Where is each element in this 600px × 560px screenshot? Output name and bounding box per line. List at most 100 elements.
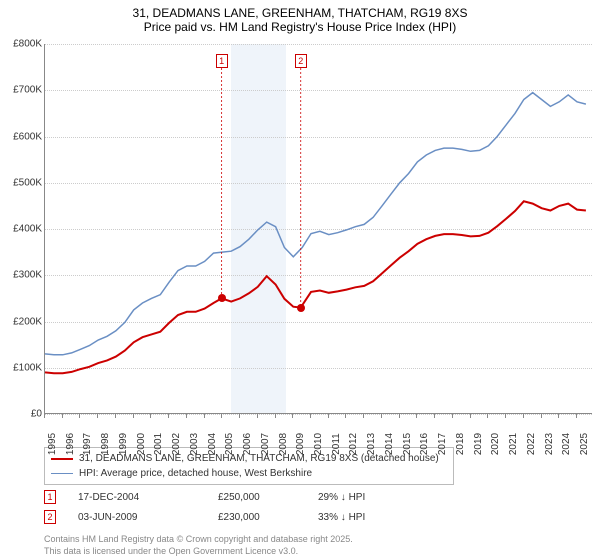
y-axis-label: £500K bbox=[0, 177, 42, 188]
x-axis-label: 2020 bbox=[490, 433, 501, 455]
x-tick bbox=[541, 414, 542, 418]
x-tick bbox=[399, 414, 400, 418]
x-axis-label: 1998 bbox=[100, 433, 111, 455]
x-axis-label: 2024 bbox=[561, 433, 572, 455]
x-tick bbox=[239, 414, 240, 418]
x-tick bbox=[115, 414, 116, 418]
sale-price: £230,000 bbox=[218, 512, 318, 523]
x-axis-label: 2007 bbox=[260, 433, 271, 455]
y-axis-label: £700K bbox=[0, 85, 42, 96]
title-line-1: 31, DEADMANS LANE, GREENHAM, THATCHAM, R… bbox=[0, 6, 600, 20]
sale-dot bbox=[297, 304, 305, 312]
x-axis-label: 2005 bbox=[224, 433, 235, 455]
chart-container: 31, DEADMANS LANE, GREENHAM, THATCHAM, R… bbox=[0, 0, 600, 560]
sale-price: £250,000 bbox=[218, 492, 318, 503]
x-tick bbox=[328, 414, 329, 418]
x-axis-label: 2025 bbox=[579, 433, 590, 455]
y-axis-label: £100K bbox=[0, 362, 42, 373]
plot-area: 12 bbox=[44, 44, 592, 414]
x-tick bbox=[168, 414, 169, 418]
x-axis-label: 2008 bbox=[278, 433, 289, 455]
sale-pct: 33% ↓ HPI bbox=[318, 512, 438, 523]
x-tick bbox=[523, 414, 524, 418]
x-axis-label: 2010 bbox=[313, 433, 324, 455]
sale-date: 03-JUN-2009 bbox=[78, 512, 218, 523]
y-axis-label: £0 bbox=[0, 409, 42, 420]
sale-row-marker: 2 bbox=[44, 510, 56, 524]
x-tick bbox=[44, 414, 45, 418]
x-tick bbox=[470, 414, 471, 418]
x-axis-label: 2002 bbox=[171, 433, 182, 455]
x-tick bbox=[221, 414, 222, 418]
series-paid bbox=[45, 201, 586, 373]
x-axis-label: 2023 bbox=[544, 433, 555, 455]
x-tick bbox=[292, 414, 293, 418]
sale-date: 17-DEC-2004 bbox=[78, 492, 218, 503]
x-axis-label: 2016 bbox=[419, 433, 430, 455]
x-tick bbox=[310, 414, 311, 418]
x-axis-label: 1997 bbox=[82, 433, 93, 455]
x-tick bbox=[97, 414, 98, 418]
sale-pct: 29% ↓ HPI bbox=[318, 492, 438, 503]
footer-line-1: Contains HM Land Registry data © Crown c… bbox=[44, 533, 353, 545]
x-tick bbox=[150, 414, 151, 418]
chart-title-block: 31, DEADMANS LANE, GREENHAM, THATCHAM, R… bbox=[0, 0, 600, 36]
legend-label: HPI: Average price, detached house, West… bbox=[79, 466, 312, 481]
x-axis-label: 2012 bbox=[348, 433, 359, 455]
x-tick bbox=[434, 414, 435, 418]
x-tick bbox=[576, 414, 577, 418]
sale-marker-box: 1 bbox=[216, 54, 228, 68]
x-tick bbox=[505, 414, 506, 418]
x-tick bbox=[558, 414, 559, 418]
y-axis-label: £600K bbox=[0, 131, 42, 142]
x-axis-label: 2014 bbox=[384, 433, 395, 455]
x-axis-label: 2011 bbox=[331, 433, 342, 455]
x-tick bbox=[416, 414, 417, 418]
x-axis-label: 2001 bbox=[153, 433, 164, 455]
x-tick bbox=[452, 414, 453, 418]
sale-dot bbox=[218, 294, 226, 302]
footer-line-2: This data is licensed under the Open Gov… bbox=[44, 545, 353, 557]
footer-text: Contains HM Land Registry data © Crown c… bbox=[44, 533, 353, 557]
x-axis-label: 1999 bbox=[118, 433, 129, 455]
y-axis-label: £800K bbox=[0, 39, 42, 50]
x-tick bbox=[133, 414, 134, 418]
legend-row: HPI: Average price, detached house, West… bbox=[51, 466, 447, 481]
sale-row-marker: 1 bbox=[44, 490, 56, 504]
title-line-2: Price paid vs. HM Land Registry's House … bbox=[0, 20, 600, 34]
x-tick bbox=[257, 414, 258, 418]
sale-marker-box: 2 bbox=[295, 54, 307, 68]
x-tick bbox=[487, 414, 488, 418]
sale-row: 2 03-JUN-2009£230,00033% ↓ HPI bbox=[44, 510, 584, 524]
x-axis-label: 2018 bbox=[455, 433, 466, 455]
series-hpi bbox=[45, 93, 586, 355]
x-axis-label: 2022 bbox=[526, 433, 537, 455]
x-tick bbox=[79, 414, 80, 418]
x-axis-label: 2015 bbox=[402, 433, 413, 455]
x-axis-label: 2017 bbox=[437, 433, 448, 455]
chart-svg bbox=[45, 44, 592, 413]
x-tick bbox=[345, 414, 346, 418]
x-axis-label: 2000 bbox=[136, 433, 147, 455]
x-axis-label: 2003 bbox=[189, 433, 200, 455]
x-tick bbox=[275, 414, 276, 418]
x-axis-label: 1995 bbox=[47, 433, 58, 455]
legend-swatch bbox=[51, 458, 73, 460]
legend-swatch bbox=[51, 473, 73, 474]
x-axis-label: 2021 bbox=[508, 433, 519, 455]
x-axis-label: 2004 bbox=[207, 433, 218, 455]
x-tick bbox=[363, 414, 364, 418]
y-axis-label: £300K bbox=[0, 270, 42, 281]
y-axis-label: £400K bbox=[0, 224, 42, 235]
x-tick bbox=[204, 414, 205, 418]
x-axis-label: 2006 bbox=[242, 433, 253, 455]
sale-row: 1 17-DEC-2004£250,00029% ↓ HPI bbox=[44, 490, 584, 504]
x-tick bbox=[381, 414, 382, 418]
x-tick bbox=[62, 414, 63, 418]
x-axis-label: 2009 bbox=[295, 433, 306, 455]
x-tick bbox=[186, 414, 187, 418]
x-axis-label: 2019 bbox=[473, 433, 484, 455]
x-axis-label: 1996 bbox=[65, 433, 76, 455]
x-axis-label: 2013 bbox=[366, 433, 377, 455]
y-axis-label: £200K bbox=[0, 316, 42, 327]
